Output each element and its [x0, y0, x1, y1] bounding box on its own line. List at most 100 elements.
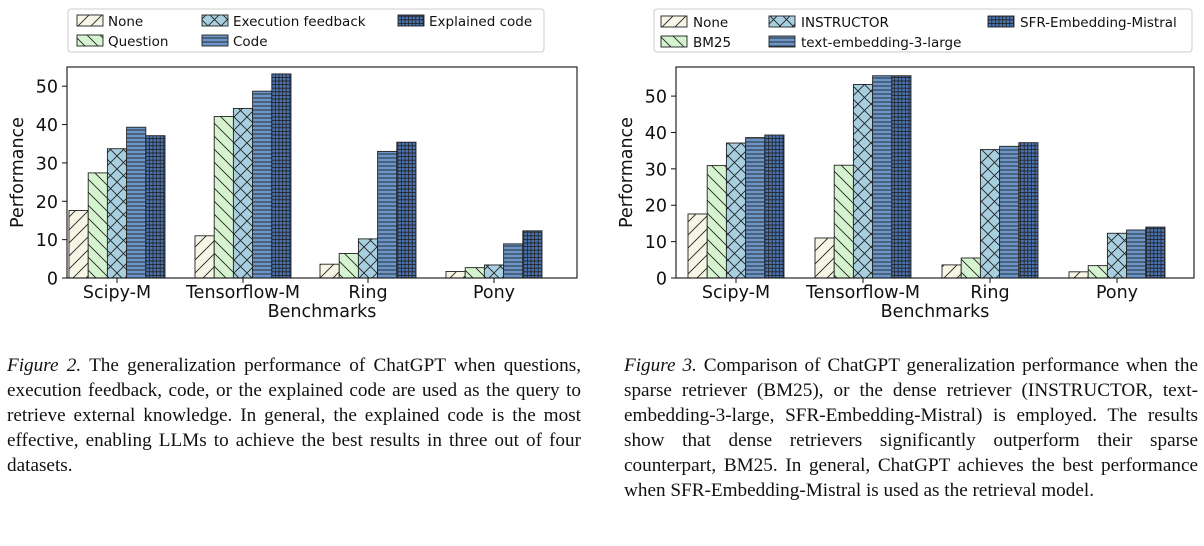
- caption-label: Figure 3.: [624, 355, 697, 376]
- bar-hatch: [213, 116, 234, 279]
- bar-sfr-embedding-mistral-pony: [1145, 226, 1166, 279]
- bar-bm25-scipy-m: [706, 165, 727, 279]
- y-tick-label: 20: [36, 193, 58, 213]
- bar-hatch: [145, 135, 166, 279]
- caption-label: Figure 2.: [7, 355, 82, 376]
- y-tick-label: 40: [645, 124, 667, 144]
- x-tick-label-ring: Ring: [348, 283, 387, 303]
- bar-instructor-tensorflow-m: [852, 84, 874, 279]
- bar-question-scipy-m: [87, 172, 108, 279]
- bar-none-ring: [941, 264, 962, 279]
- bar-hatch: [252, 90, 273, 279]
- bar-hatch: [1068, 271, 1089, 279]
- bar-hatch: [941, 264, 962, 279]
- caption-figure-2: Figure 2. The generalization performance…: [7, 353, 581, 478]
- bar-hatch: [319, 263, 340, 279]
- bar-hatch: [338, 252, 359, 279]
- bar-hatch: [814, 237, 835, 279]
- bar-text-embedding-3-large-tensorflow-m: [872, 75, 893, 279]
- bar-hatch: [1106, 232, 1128, 279]
- legend-item-code: Code: [201, 34, 268, 50]
- bar-hatch: [464, 267, 485, 279]
- bar-hatch: [1145, 226, 1166, 279]
- bar-text-embedding-3-large-pony: [1126, 229, 1147, 279]
- bar-hatch: [68, 210, 89, 279]
- bar-explained-code-tensorflow-m: [271, 73, 292, 279]
- bar-hatch: [194, 235, 215, 279]
- bar-hatch: [1126, 229, 1147, 279]
- x-tick-label-tensorflow-m: Tensorflow-M: [805, 283, 920, 303]
- legend-item-none: None: [660, 15, 728, 31]
- y-tick-label: 40: [36, 116, 58, 136]
- legend-swatch-hatch: [660, 35, 688, 48]
- legend-label: SFR-Embedding-Mistral: [1020, 15, 1177, 31]
- legend-frame: [67, 8, 545, 53]
- y-tick-label: 30: [645, 160, 667, 180]
- bar-hatch: [357, 238, 379, 279]
- legend-label: Execution feedback: [233, 14, 366, 30]
- bar-hatch: [872, 75, 893, 279]
- bar-hatch: [232, 107, 254, 279]
- bar-hatch: [445, 271, 466, 279]
- caption-figure-3: Figure 3. Comparison of ChatGPT generali…: [624, 353, 1198, 503]
- x-tick-label-pony: Pony: [473, 283, 515, 303]
- legend-label: text-embedding-3-large: [801, 35, 961, 51]
- legend-label: Code: [233, 34, 268, 50]
- bar-code-ring: [377, 150, 398, 279]
- legend-swatch-hatch: [768, 35, 796, 48]
- bar-text-embedding-3-large-scipy-m: [745, 137, 766, 279]
- bar-bm25-tensorflow-m: [833, 164, 854, 279]
- bar-instructor-ring: [979, 149, 1001, 279]
- legend: None Question Execution feedback Code Explai…: [67, 8, 545, 53]
- legend-label: Explained code: [429, 14, 532, 30]
- bar-explained-code-pony: [522, 230, 543, 279]
- y-axis-label: Performance: [617, 117, 637, 228]
- bar-hatch: [999, 145, 1020, 279]
- x-axis-label: Benchmarks: [268, 302, 377, 322]
- legend: None BM25 INSTRUCTOR text-embedding-3-large…: [653, 8, 1193, 53]
- bar-code-tensorflow-m: [252, 90, 273, 279]
- bar-execution-feedback-scipy-m: [106, 148, 128, 279]
- bar-question-pony: [464, 267, 485, 279]
- legend-item-sfr-embedding-mistral: SFR-Embedding-Mistral: [987, 15, 1177, 31]
- legend-item-instructor: INSTRUCTOR: [768, 15, 889, 31]
- bar-sfr-embedding-mistral-tensorflow-m: [891, 75, 912, 279]
- bar-none-tensorflow-m: [194, 235, 215, 279]
- bar-none-tensorflow-m: [814, 237, 835, 279]
- bar-none-scipy-m: [68, 210, 89, 279]
- bar-execution-feedback-pony: [483, 264, 505, 279]
- legend-item-bm25: BM25: [660, 35, 731, 51]
- bar-hatch: [87, 172, 108, 279]
- bar-hatch: [725, 142, 747, 279]
- x-tick-label-ring: Ring: [970, 283, 1009, 303]
- plot-frame: [66, 66, 578, 279]
- bar-execution-feedback-tensorflow-m: [232, 107, 254, 279]
- bar-explained-code-ring: [396, 141, 417, 279]
- bar-hatch: [377, 150, 398, 279]
- x-tick-label-pony: Pony: [1096, 283, 1138, 303]
- chart-left: 0 10 20 30 40 50 Scipy-M Tensorflow-M Ring Pony Be…: [8, 8, 578, 322]
- y-tick-label: 50: [36, 78, 58, 98]
- plot-frame: [675, 66, 1195, 279]
- legend-swatch-hatch: [660, 15, 688, 28]
- bar-hatch: [852, 84, 874, 279]
- y-tick-label: 0: [47, 270, 58, 290]
- bar-execution-feedback-ring: [357, 238, 379, 279]
- bar-hatch: [764, 134, 785, 279]
- caption-text: Comparison of ChatGPT generalization per…: [624, 355, 1198, 501]
- bar-hatch: [706, 165, 727, 279]
- legend-swatch-hatch: [987, 15, 1015, 28]
- bar-hatch: [960, 257, 981, 279]
- bar-hatch: [1087, 265, 1108, 279]
- bar-bm25-ring: [960, 257, 981, 279]
- y-tick-label: 30: [36, 154, 58, 174]
- bar-code-scipy-m: [126, 126, 147, 279]
- y-axis-label: Performance: [8, 117, 28, 228]
- legend-item-none: None: [76, 14, 143, 30]
- bar-none-scipy-m: [687, 213, 708, 279]
- legend-swatch-hatch: [201, 14, 229, 27]
- bar-sfr-embedding-mistral-ring: [1018, 142, 1039, 279]
- legend-item-execution-feedback: Execution feedback: [201, 14, 366, 30]
- bar-hatch: [396, 141, 417, 279]
